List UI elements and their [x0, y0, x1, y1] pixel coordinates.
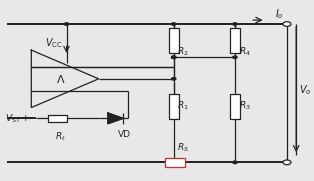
- Circle shape: [233, 23, 237, 25]
- Text: $R_4$: $R_4$: [239, 46, 251, 58]
- Text: VD: VD: [118, 130, 131, 139]
- Text: $R_t$: $R_t$: [55, 130, 66, 142]
- Circle shape: [171, 56, 176, 58]
- Text: $V_{\mathrm{ST}}+$: $V_{\mathrm{ST}}+$: [5, 112, 30, 125]
- Circle shape: [64, 23, 69, 25]
- Circle shape: [171, 56, 176, 58]
- Text: $R_3$: $R_3$: [239, 100, 250, 112]
- Bar: [169, 94, 179, 119]
- Text: $R_S$: $R_S$: [177, 142, 189, 154]
- Bar: [48, 115, 67, 122]
- Bar: [230, 94, 240, 119]
- Bar: [165, 158, 185, 167]
- Circle shape: [171, 23, 176, 25]
- Text: $R_2$: $R_2$: [177, 46, 189, 58]
- Polygon shape: [108, 113, 123, 124]
- Bar: [230, 28, 240, 53]
- Circle shape: [283, 160, 291, 165]
- Text: $\Lambda$: $\Lambda$: [56, 73, 65, 85]
- Circle shape: [233, 161, 237, 164]
- Bar: [169, 28, 179, 53]
- Circle shape: [171, 78, 176, 80]
- Text: $R_1$: $R_1$: [177, 100, 189, 112]
- Circle shape: [283, 22, 291, 26]
- Text: $V_o$: $V_o$: [299, 84, 312, 97]
- Text: $I_o$: $I_o$: [275, 7, 284, 21]
- Circle shape: [233, 56, 237, 58]
- Text: $V_{\mathrm{CC}}$: $V_{\mathrm{CC}}$: [46, 36, 63, 50]
